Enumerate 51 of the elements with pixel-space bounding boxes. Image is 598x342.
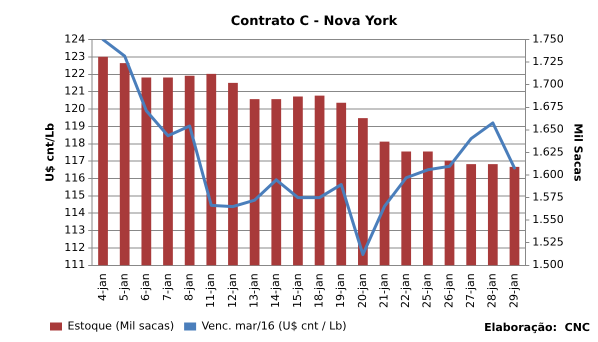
y2-tick-label: 1.525 — [532, 236, 564, 249]
x-tick-label: 25-jan — [420, 273, 434, 308]
y-axis-title: U$ cnt/Lb — [43, 122, 56, 182]
y-tick-label: 118 — [64, 136, 86, 150]
y-tick-label: 119 — [64, 119, 86, 132]
x-tick-label: 29-jan — [507, 273, 520, 308]
x-tick-label: 5-jan — [118, 273, 131, 302]
x-tick-label: 18-jan — [312, 273, 326, 308]
y-tick-label: 122 — [64, 67, 86, 80]
x-tick-label: 8-jan — [182, 273, 196, 302]
y-tick-label: 112 — [64, 240, 86, 254]
y2-tick-label: 1.675 — [532, 100, 564, 114]
x-tick-label: 28-jan — [486, 273, 499, 308]
y-tick-label: 117 — [64, 154, 86, 167]
y2-tick-label: 1.750 — [532, 32, 564, 46]
x-tick-label: 19-jan — [334, 273, 348, 308]
y-tick-label: 124 — [64, 32, 86, 46]
y2-tick-label: 1.550 — [532, 212, 564, 226]
y-tick-label: 120 — [64, 102, 86, 115]
y2-tick-label: 1.500 — [532, 258, 564, 272]
legend-label: Estoque (Mil sacas) — [68, 319, 174, 332]
x-tick-label: 22-jan — [399, 273, 412, 308]
y-tick-label: 115 — [64, 188, 86, 202]
x-tick-label: 7-jan — [160, 273, 174, 302]
y-tick-label: 111 — [64, 258, 86, 272]
y-tick-label: 121 — [64, 84, 86, 98]
y-tick-label: 114 — [64, 206, 86, 220]
y2-axis-title: Mil Sacas — [572, 123, 585, 182]
y2-tick-label: 1.600 — [532, 168, 564, 181]
text: Elaboração: CNC — [484, 321, 590, 334]
x-tick-label: 20-jan — [356, 273, 369, 308]
chart-title: Contrato C - Nova York — [230, 14, 398, 30]
y2-tick-label: 1.725 — [532, 55, 564, 68]
x-tick-label: 13-jan — [247, 273, 260, 308]
y2-tick-label: 1.625 — [532, 145, 564, 158]
y-tick-label: 123 — [64, 50, 86, 63]
x-tick-label: 15-jan — [290, 273, 304, 308]
x-tick-label: 27-jan — [464, 273, 478, 308]
y-tick-label: 113 — [64, 223, 86, 236]
x-tick-label: 21-jan — [377, 273, 390, 308]
x-tick-label: 26-jan — [442, 273, 456, 308]
y2-tick-label: 1.650 — [532, 122, 564, 136]
y-tick-label: 116 — [64, 171, 86, 184]
x-tick-label: 11-jan — [204, 273, 218, 308]
x-tick-label: 14-jan — [269, 273, 282, 308]
x-tick-label: 6-jan — [139, 273, 152, 302]
y2-tick-label: 1.700 — [532, 78, 564, 91]
legend-label: Venc. mar/16 (U$ cnt / Lb) — [202, 319, 347, 332]
x-tick-label: 4-jan — [96, 273, 109, 302]
x-tick-label: 12-jan — [226, 273, 239, 308]
y2-tick-label: 1.575 — [532, 190, 564, 204]
